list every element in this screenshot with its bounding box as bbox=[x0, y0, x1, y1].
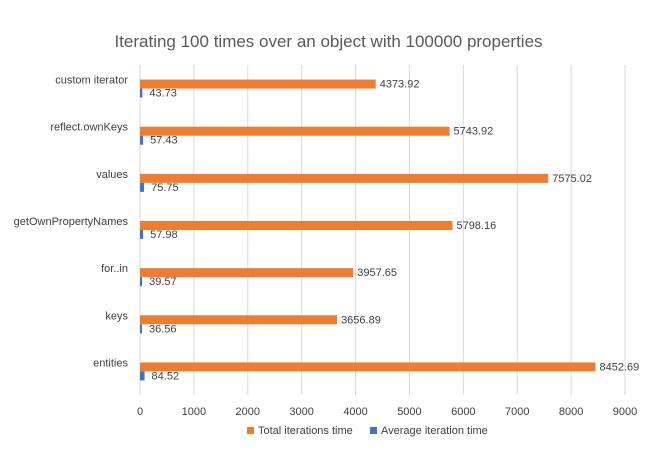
bar-total-iterations bbox=[140, 79, 376, 89]
x-tick-label: 7000 bbox=[505, 406, 529, 418]
category-label: reflect.ownKeys bbox=[50, 122, 128, 134]
x-tick-label: 1000 bbox=[182, 406, 206, 418]
data-label-average: 43.73 bbox=[149, 88, 177, 100]
category-label: values bbox=[96, 169, 128, 181]
x-tick-label: 8000 bbox=[559, 406, 583, 418]
data-label-average: 75.75 bbox=[151, 182, 179, 194]
bar-total-iterations bbox=[140, 221, 453, 230]
bar-average-iteration bbox=[140, 371, 145, 381]
x-tick-label: 5000 bbox=[397, 406, 421, 418]
bar-total-iterations bbox=[140, 362, 596, 372]
x-tick-label: 6000 bbox=[451, 406, 475, 418]
legend-label-total: Total iterations time bbox=[258, 425, 353, 437]
x-tick-label: 3000 bbox=[289, 406, 313, 418]
category-label: custom iterator bbox=[55, 75, 128, 87]
chart-title: Iterating 100 times over an object with … bbox=[114, 32, 543, 51]
x-tick-label: 0 bbox=[137, 406, 143, 418]
category-label: for..in bbox=[101, 263, 128, 275]
data-label-average: 36.56 bbox=[149, 323, 177, 335]
data-label-average: 57.43 bbox=[150, 135, 178, 147]
x-tick-label: 2000 bbox=[236, 406, 260, 418]
data-label-total: 5743.92 bbox=[454, 126, 494, 138]
data-label-total: 3656.89 bbox=[341, 314, 381, 326]
bar-total-iterations bbox=[140, 173, 549, 183]
x-tick-label: 4000 bbox=[343, 406, 367, 418]
category-label: getOwnPropertyNames bbox=[14, 216, 129, 228]
bar-average-iteration bbox=[140, 182, 145, 192]
bar-average-iteration bbox=[140, 88, 143, 98]
legend-label-average: Average iteration time bbox=[381, 425, 488, 437]
data-label-average: 84.52 bbox=[152, 370, 180, 382]
bar-total-iterations bbox=[140, 268, 354, 278]
legend-swatch-total bbox=[247, 427, 254, 434]
bar-average-iteration bbox=[140, 135, 144, 145]
bar-average-iteration bbox=[140, 230, 144, 239]
bar-total-iterations bbox=[140, 126, 450, 136]
data-label-total: 5798.16 bbox=[456, 220, 496, 232]
legend-swatch-average bbox=[370, 427, 377, 434]
bar-average-iteration bbox=[140, 324, 142, 334]
category-label: entities bbox=[93, 357, 128, 369]
data-label-average: 39.57 bbox=[149, 276, 177, 288]
bar-average-iteration bbox=[140, 277, 143, 287]
category-label: keys bbox=[105, 310, 128, 322]
data-label-total: 4373.92 bbox=[380, 79, 420, 91]
data-label-total: 8452.69 bbox=[600, 361, 640, 373]
data-label-total: 7575.02 bbox=[552, 173, 592, 185]
data-label-total: 3957.65 bbox=[357, 267, 397, 279]
data-label-average: 57.98 bbox=[150, 229, 178, 241]
bar-total-iterations bbox=[140, 315, 338, 325]
x-tick-label: 9000 bbox=[613, 406, 637, 418]
